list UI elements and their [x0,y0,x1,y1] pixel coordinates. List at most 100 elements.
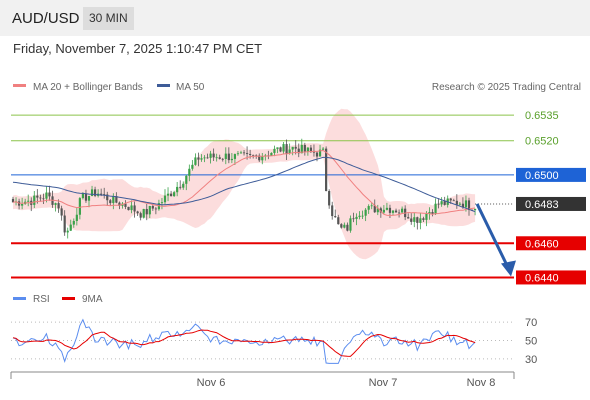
rsi-legend-swatch [13,297,26,300]
price-levels [11,114,514,279]
candle [346,224,349,231]
candle [443,201,446,205]
candle [282,144,285,152]
candle [115,196,118,203]
candle [328,190,331,206]
candle [297,148,300,154]
candle [224,153,227,159]
candle [130,205,133,211]
candle [242,152,246,154]
timeframe-button[interactable]: 30 MIN [83,7,134,30]
candle [401,208,404,213]
candle [133,205,136,212]
rsi-tick-label: 70 [525,317,537,329]
candle [416,217,419,223]
header-bar: AUD/USD 30 MIN [0,0,590,36]
candle [407,217,410,219]
bollinger-band-area [13,108,476,260]
candle [21,204,24,206]
bollinger-legend-swatch [13,84,26,87]
candle [93,189,97,196]
candle [434,203,437,214]
rsi-panel: 70 50 30 [11,317,537,366]
support-level-tag [516,236,586,251]
candle [81,193,85,199]
candle [455,200,458,205]
pivot-level-label: 0.6500 [525,170,559,182]
candle [252,154,255,156]
candle [182,183,185,188]
candle [325,148,328,191]
candle [410,218,413,222]
candle [118,202,121,206]
candle [160,202,164,204]
candle [63,215,66,233]
rsi-ma-legend-label: 9MA [82,294,103,305]
candle [206,157,209,159]
candle [139,213,142,218]
candle [233,154,237,159]
candle [419,218,422,223]
candle [60,208,63,216]
candle [337,217,340,225]
candle [103,194,106,195]
candle [124,203,127,207]
candle [425,213,428,220]
candle [391,210,395,213]
candle [361,215,364,217]
candle [249,154,252,155]
pivot-level-tag [516,167,586,182]
candle [276,147,279,149]
candle [428,212,431,214]
candle [379,208,382,213]
candle [39,197,42,199]
candle [11,198,15,203]
candle [440,201,443,205]
candle [66,230,69,233]
candle [388,207,392,213]
candle [84,193,88,201]
candle [185,175,188,184]
candle [285,144,288,154]
candle [300,144,303,154]
candle [236,153,240,155]
candle [318,149,322,157]
candle [90,189,94,196]
candle [142,208,145,218]
candle [321,148,325,150]
candle [355,216,358,219]
candle [191,164,194,169]
candle [334,216,337,218]
candle [449,198,452,201]
candle [78,198,81,215]
support-level-label: 0.6460 [525,238,559,250]
candle [340,224,343,228]
target-level-label: 0.6535 [525,110,559,122]
candle [106,194,109,201]
candle [188,168,191,176]
candle [382,209,385,213]
candle [69,224,72,231]
candle [413,217,416,222]
moving-averages [12,149,476,217]
candle [279,147,282,152]
candle [373,205,376,213]
candle [127,206,130,211]
candle [200,158,203,160]
last-price-tag [516,196,586,211]
x-tick-label: Nov 6 [197,377,226,389]
candle [72,220,75,225]
candle [212,153,215,158]
target-level-label: 0.6520 [525,136,559,148]
candle [394,210,398,213]
candle [203,157,206,159]
candle [437,203,440,205]
candle [179,186,182,188]
candle [166,193,170,196]
candle [422,218,425,220]
candle [218,157,221,159]
candle [288,149,291,154]
candle [467,200,471,210]
candle [309,147,313,151]
symbol-title: AUD/USD [12,10,80,27]
